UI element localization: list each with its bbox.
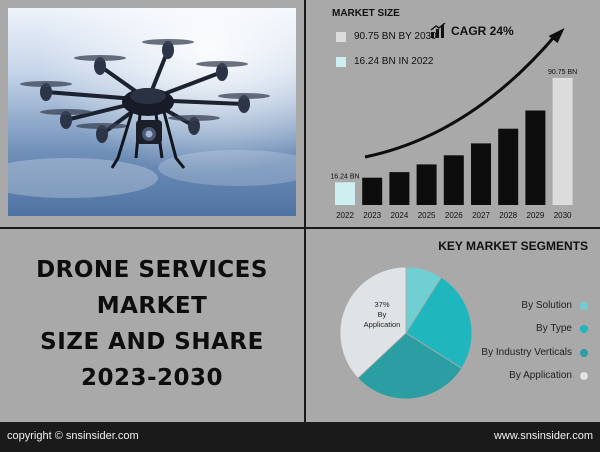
- legend-label-2022: 16.24 BN IN 2022: [354, 56, 434, 67]
- x-tick-2027: 2027: [472, 211, 490, 220]
- x-tick-2029: 2029: [527, 211, 545, 220]
- bar-2024: [389, 172, 410, 205]
- market-size-title: MARKET SIZE: [332, 8, 400, 19]
- footer-bar: copyright © snsinsider.com www.snsinside…: [0, 422, 600, 452]
- segment-dot-industry-verticals: [580, 348, 588, 357]
- x-tick-2024: 2024: [391, 211, 409, 220]
- copyright-text: copyright © snsinsider.com: [7, 430, 139, 442]
- segment-label-type: By Type: [536, 323, 572, 334]
- drone-photo: [8, 8, 296, 216]
- key-market-segments-title: KEY MARKET SEGMENTS: [438, 239, 588, 253]
- market-size-bar-chart: 2022 16.24 BN 2023 2024 2025 2026 2027 2028 2029…: [330, 28, 577, 220]
- bar-2022: [335, 182, 355, 205]
- data-label-2022: 16.24 BN: [330, 173, 359, 180]
- trend-arrow-head: [548, 28, 565, 43]
- legend-item-2022: 16.24 BN IN 2022: [336, 56, 434, 67]
- segment-dot-application: [580, 371, 588, 380]
- segment-label-application: By Application: [509, 370, 572, 381]
- pie-label-line-2: By: [378, 310, 387, 319]
- bar-2027: [471, 143, 491, 205]
- segments-panel: KEY MARKET SEGMENTS 37% By Application By …: [306, 229, 600, 422]
- legend-label-2030: 90.75 BN BY 2030: [354, 31, 437, 42]
- cagr-badge: CAGR 24%: [430, 23, 514, 39]
- legend-swatch-2022: [336, 56, 346, 67]
- segment-label-industry-verticals: By Industry Verticals: [481, 347, 572, 358]
- legend-swatch-2030: [336, 31, 346, 42]
- title-panel: DRONE SERVICES MARKET SIZE AND SHARE 202…: [0, 229, 304, 422]
- drone-image: [8, 8, 296, 216]
- x-tick-2026: 2026: [445, 211, 463, 220]
- pie-label-line-3: Application: [364, 320, 401, 329]
- report-title-line-4: 2023-2030: [80, 365, 224, 391]
- pie-label-line-1: 37%: [374, 300, 389, 309]
- pie-slice-by-application: [339, 266, 407, 379]
- x-tick-2023: 2023: [363, 211, 381, 220]
- report-title-line-2: MARKET: [96, 293, 208, 319]
- report-title-line-1: DRONE SERVICES: [36, 257, 268, 283]
- x-tick-2025: 2025: [418, 211, 436, 220]
- segment-item-type: By Type: [536, 323, 588, 334]
- website-link[interactable]: www.snsinsider.com: [493, 430, 593, 442]
- market-size-panel: 2022 16.24 BN 2023 2024 2025 2026 2027 2028 2029…: [306, 0, 600, 227]
- pie-slice-by-industry-verticals: [357, 332, 463, 400]
- segment-dot-solution: [580, 301, 588, 310]
- bar-2029: [525, 110, 546, 205]
- legend-item-2030: 90.75 BN BY 2030: [336, 31, 437, 42]
- report-title-line-3: SIZE AND SHARE: [40, 329, 264, 355]
- bar-2026: [443, 155, 464, 205]
- x-tick-2030: 2030: [554, 211, 572, 220]
- bar-2030: [552, 77, 573, 205]
- segment-label-solution: By Solution: [521, 300, 572, 311]
- segment-item-application: By Application: [509, 370, 588, 381]
- x-tick-2022: 2022: [336, 211, 354, 220]
- segment-dot-type: [580, 324, 588, 333]
- trend-arrow-line: [364, 33, 558, 159]
- segment-item-industry-verticals: By Industry Verticals: [481, 347, 588, 358]
- pie-slice-by-type: [405, 276, 473, 369]
- data-label-2030: 90.75 BN: [548, 69, 577, 76]
- segment-item-solution: By Solution: [521, 300, 588, 311]
- bar-2025: [416, 164, 437, 205]
- bar-growth-icon: [430, 23, 446, 38]
- photo-panel: [0, 0, 304, 227]
- cagr-label: CAGR 24%: [451, 24, 514, 38]
- x-tick-2028: 2028: [499, 211, 517, 220]
- bar-2023: [362, 177, 383, 205]
- bar-2028: [498, 128, 519, 205]
